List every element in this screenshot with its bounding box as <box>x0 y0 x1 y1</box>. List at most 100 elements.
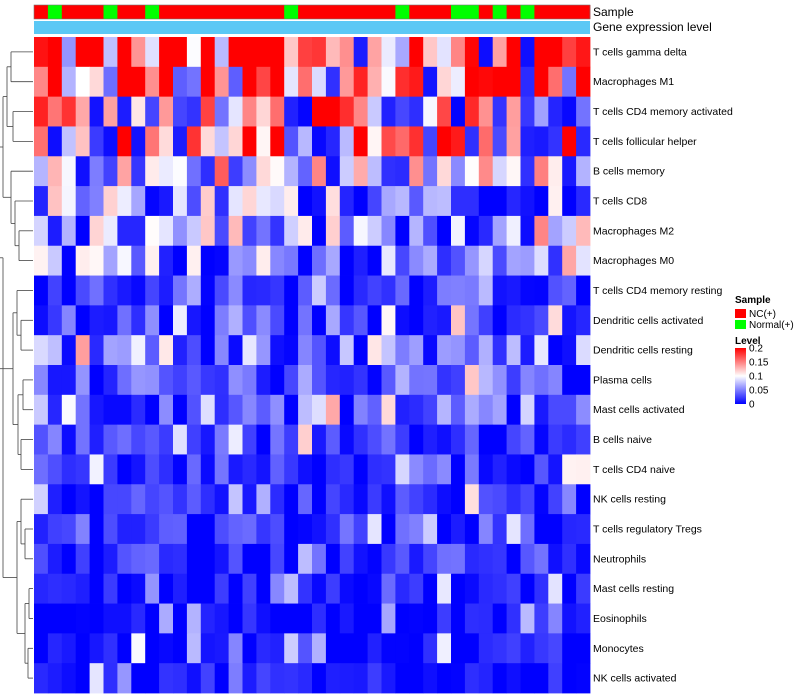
sample-bar-outline <box>33 4 591 20</box>
heatmap-cell <box>437 275 452 306</box>
heatmap-cell <box>173 365 188 396</box>
heatmap-cell <box>395 484 410 515</box>
heatmap-cell <box>214 305 229 336</box>
heatmap-cell <box>270 454 285 485</box>
heatmap-cell <box>103 424 118 455</box>
heatmap-cell <box>131 394 146 426</box>
heatmap-cell <box>200 305 216 336</box>
heatmap-cell <box>173 603 188 634</box>
heatmap-cell <box>548 484 563 515</box>
heatmap-cell <box>214 66 229 98</box>
heatmap-cell <box>298 365 313 396</box>
heatmap-cell <box>89 126 104 157</box>
heatmap-cell <box>423 514 438 545</box>
heatmap-cell <box>367 663 382 694</box>
heatmap-cell <box>103 603 118 634</box>
legend-level-title: Level <box>735 336 761 347</box>
heatmap-cell <box>367 573 382 604</box>
heatmap-cell <box>339 633 355 664</box>
heatmap-cell <box>451 96 466 127</box>
heatmap-cell <box>173 245 188 276</box>
heatmap-cell <box>284 633 299 664</box>
heatmap-cell <box>478 454 494 485</box>
heatmap-cell <box>284 543 299 575</box>
legend-level-tick: 0.05 <box>749 386 769 397</box>
heatmap-cell <box>367 37 382 68</box>
heatmap-cell <box>492 275 507 306</box>
heatmap-cell <box>534 66 549 98</box>
heatmap-cell <box>506 543 521 575</box>
heatmap-cell <box>562 484 577 515</box>
heatmap-cell <box>395 126 410 157</box>
heatmap-cell <box>34 96 49 127</box>
heatmap-cell <box>451 514 466 545</box>
heatmap-cell <box>506 305 521 336</box>
heatmap-cell <box>61 454 77 485</box>
heatmap-cell <box>200 514 216 545</box>
heatmap-cell <box>423 663 438 694</box>
heatmap-cell <box>228 215 243 247</box>
row-label: Mast cells resting <box>593 583 674 595</box>
heatmap-cell <box>520 245 535 276</box>
heatmap-cell <box>534 394 549 426</box>
heatmap-cell <box>492 245 507 276</box>
heatmap-cell <box>464 573 480 604</box>
heatmap-cell <box>367 365 382 396</box>
heatmap-cell <box>325 365 341 396</box>
heatmap-cell <box>200 573 216 604</box>
heatmap-cell <box>478 514 494 545</box>
heatmap-cell <box>423 603 438 634</box>
heatmap-cell <box>284 245 299 276</box>
heatmap-cell <box>75 514 90 545</box>
heatmap-cell <box>520 275 535 306</box>
heatmap-cell <box>117 335 132 366</box>
heatmap-cell <box>409 66 424 98</box>
heatmap-cell <box>548 96 563 127</box>
heatmap-cell <box>89 156 104 187</box>
row-label: NK cells activated <box>593 673 677 685</box>
heatmap-cell <box>159 663 174 694</box>
heatmap-cell <box>464 186 480 217</box>
heatmap-cell <box>34 543 49 575</box>
heatmap-cell <box>200 66 216 98</box>
heatmap-cell <box>576 96 591 127</box>
heatmap-cell <box>339 514 355 545</box>
heatmap-cell <box>381 633 396 664</box>
heatmap-cell <box>47 543 63 575</box>
heatmap-cell <box>464 66 480 98</box>
heatmap-cell <box>562 663 577 694</box>
heatmap-cell <box>534 156 549 187</box>
heatmap-cell <box>437 215 452 247</box>
heatmap-cell <box>423 305 438 336</box>
heatmap-cell <box>47 126 63 157</box>
heatmap-cell <box>576 484 591 515</box>
legend: Sample NC(+) Normal(+) Level 0.20.150.10… <box>735 295 794 411</box>
heatmap-cell <box>353 424 368 455</box>
heatmap-cell <box>200 335 216 366</box>
heatmap-cell <box>256 394 271 426</box>
heatmap-cell <box>409 275 424 306</box>
heatmap-cell <box>61 603 77 634</box>
heatmap-cell <box>437 96 452 127</box>
heatmap-cell <box>117 66 132 98</box>
heatmap-cell <box>576 424 591 455</box>
heatmap-cell <box>75 275 90 306</box>
heatmap-cell <box>339 335 355 366</box>
heatmap-cell <box>325 394 341 426</box>
heatmap-cell <box>492 215 507 247</box>
heatmap-cell <box>103 335 118 366</box>
heatmap-cell <box>492 484 507 515</box>
heatmap-cell <box>34 37 49 68</box>
heatmap-cell <box>256 305 271 336</box>
heatmap-cell <box>145 126 160 157</box>
heatmap-cell <box>159 633 174 664</box>
heatmap-cell <box>534 454 549 485</box>
heatmap-cell <box>89 66 104 98</box>
heatmap-cell <box>548 305 563 336</box>
heatmap-cell <box>75 394 90 426</box>
heatmap-cell <box>131 245 146 276</box>
heatmap-cell <box>117 96 132 127</box>
heatmap-cell <box>492 305 507 336</box>
heatmap-cell <box>298 424 313 455</box>
heatmap-cell <box>325 603 341 634</box>
